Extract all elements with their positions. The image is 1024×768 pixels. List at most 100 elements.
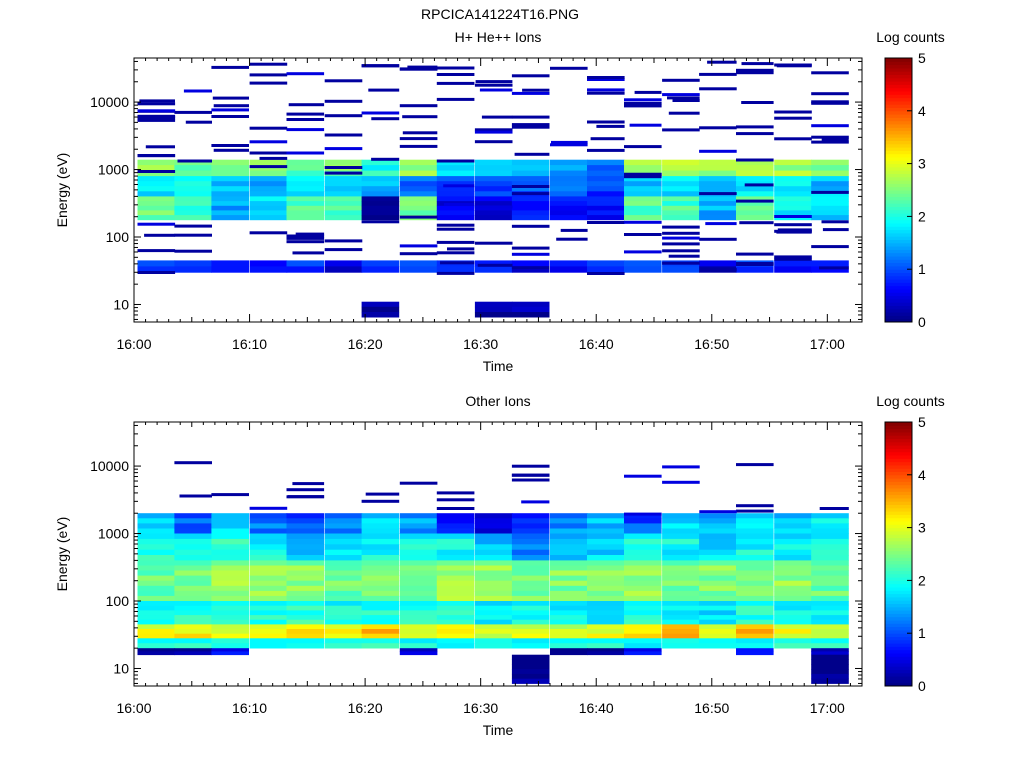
heatmap-cell bbox=[699, 159, 737, 166]
heatmap-cell bbox=[811, 124, 849, 128]
heatmap-cell bbox=[624, 549, 662, 556]
heatmap-cell bbox=[774, 201, 812, 207]
heatmap-cell bbox=[662, 205, 700, 211]
heatmap-cell bbox=[399, 533, 438, 540]
heatmap-cell bbox=[211, 215, 249, 221]
heatmap-cell bbox=[550, 186, 588, 192]
heatmap-cell bbox=[550, 565, 588, 571]
colorbar-segment bbox=[885, 223, 912, 227]
colorbar-segment bbox=[885, 239, 912, 244]
heatmap-cell bbox=[662, 210, 700, 216]
colorbar-segment bbox=[885, 213, 912, 217]
heatmap-cell bbox=[324, 544, 363, 551]
heatmap-cell bbox=[399, 585, 438, 592]
heatmap-cell bbox=[249, 544, 288, 551]
heatmap-cell bbox=[736, 125, 774, 129]
heatmap-cell bbox=[744, 183, 774, 187]
heatmap-cell bbox=[436, 633, 475, 639]
heatmap-cell bbox=[211, 181, 249, 187]
heatmap-cell bbox=[211, 624, 249, 630]
heatmap-cell bbox=[474, 533, 513, 540]
heatmap-cell bbox=[211, 165, 249, 171]
heatmap-cell bbox=[811, 619, 849, 625]
heatmap-cell bbox=[662, 225, 700, 229]
heatmap-cell bbox=[399, 205, 438, 211]
heatmap-cell bbox=[629, 123, 662, 127]
heatmap-cell bbox=[624, 172, 662, 176]
heatmap-cell bbox=[624, 518, 662, 524]
heatmap-cell bbox=[736, 610, 774, 616]
heatmap-cell bbox=[174, 224, 212, 228]
heatmap-cell bbox=[286, 528, 325, 534]
heatmap-cell bbox=[550, 196, 588, 202]
colorbar-segment bbox=[885, 471, 912, 476]
heatmap-cell bbox=[286, 196, 325, 202]
colorbar-tick-label: 1 bbox=[918, 625, 926, 641]
heatmap-cell bbox=[249, 633, 288, 639]
heatmap-cell bbox=[511, 478, 550, 482]
heatmap-cell bbox=[811, 170, 849, 177]
heatmap-cell bbox=[624, 513, 662, 519]
heatmap-cell bbox=[736, 215, 774, 221]
heatmap-cell bbox=[211, 513, 249, 519]
heatmap-cell bbox=[211, 619, 249, 625]
heatmap-cell bbox=[736, 528, 774, 534]
heatmap-cell bbox=[811, 664, 849, 670]
heatmap-cell bbox=[587, 165, 625, 171]
heatmap-cell bbox=[288, 103, 325, 107]
heatmap-cell bbox=[550, 544, 588, 551]
heatmap-cell bbox=[361, 499, 400, 503]
heatmap-cell bbox=[213, 104, 249, 108]
heatmap-cell bbox=[174, 513, 212, 519]
colorbar-tick-label: 3 bbox=[918, 156, 926, 172]
colorbar-segment bbox=[885, 64, 912, 69]
heatmap-cell bbox=[474, 638, 513, 644]
heatmap-cell bbox=[371, 117, 400, 121]
heatmap-cell bbox=[137, 575, 176, 582]
heatmap-cell bbox=[736, 580, 774, 587]
heatmap-cell bbox=[286, 643, 325, 649]
colorbar-segment bbox=[885, 199, 912, 204]
heatmap-cell bbox=[550, 575, 588, 582]
colorbar-segment bbox=[885, 298, 912, 303]
heatmap-cell bbox=[662, 176, 700, 182]
heatmap-cell bbox=[211, 549, 249, 556]
heatmap-cell bbox=[436, 205, 475, 211]
heatmap-cell bbox=[511, 638, 550, 644]
heatmap-cell bbox=[440, 261, 475, 265]
heatmap-cell bbox=[211, 528, 249, 534]
heatmap-cell bbox=[474, 570, 513, 576]
colorbar-tick-label: 2 bbox=[918, 572, 926, 588]
heatmap-cell bbox=[361, 601, 400, 607]
colorbar-segment bbox=[885, 438, 912, 443]
heatmap-cell bbox=[624, 266, 662, 273]
heatmap-cell bbox=[811, 570, 849, 576]
heatmap-cell bbox=[286, 118, 325, 121]
heatmap-cell bbox=[137, 555, 176, 561]
heatmap-cell bbox=[624, 175, 662, 179]
heatmap-cell bbox=[324, 565, 363, 571]
heatmap-cell bbox=[399, 601, 438, 607]
heatmap-cell bbox=[286, 560, 325, 566]
heatmap-cell bbox=[249, 523, 288, 529]
heatmap-cell bbox=[662, 590, 700, 597]
heatmap-cell bbox=[286, 629, 325, 634]
colorbar-segment bbox=[885, 672, 912, 677]
colorbar-segment bbox=[885, 583, 912, 588]
heatmap-cell bbox=[137, 196, 176, 202]
heatmap-cell bbox=[587, 638, 625, 644]
heatmap-cell bbox=[436, 610, 475, 616]
heatmap-cell bbox=[174, 555, 212, 561]
heatmap-cell bbox=[662, 78, 700, 82]
heatmap-cell bbox=[774, 205, 812, 211]
colorbar-segment bbox=[885, 302, 912, 306]
heatmap-cell bbox=[587, 538, 625, 545]
heatmap-cell bbox=[736, 262, 774, 265]
heatmap-cell bbox=[474, 538, 513, 545]
colorbar-segment bbox=[885, 425, 912, 430]
colorbar-label: Log counts bbox=[876, 29, 945, 45]
heatmap-cell bbox=[587, 595, 625, 602]
heatmap-cell bbox=[137, 210, 176, 216]
heatmap-cell bbox=[286, 266, 325, 273]
colorbar-segment bbox=[885, 593, 912, 598]
